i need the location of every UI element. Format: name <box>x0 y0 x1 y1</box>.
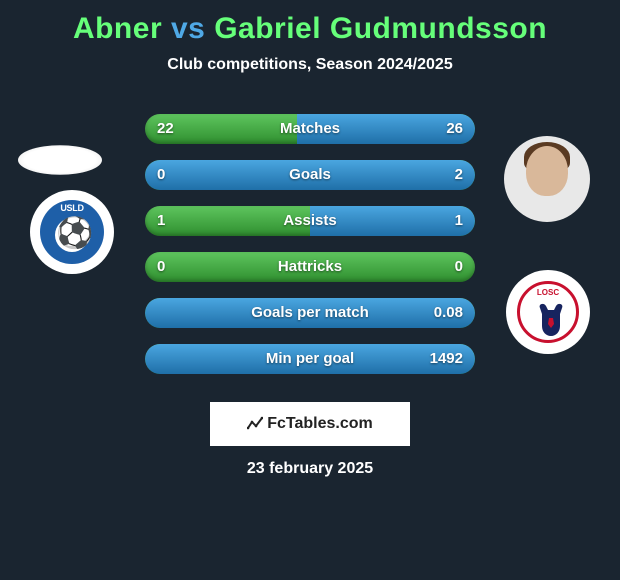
stat-row: Goals per match0.08 <box>145 298 475 328</box>
comparison-subtitle: Club competitions, Season 2024/2025 <box>0 56 620 74</box>
stat-right-value: 2 <box>455 160 463 190</box>
stat-right-value: 0.08 <box>434 298 463 328</box>
stat-label: Matches <box>145 114 475 144</box>
stat-label: Assists <box>145 206 475 236</box>
stat-row: Min per goal1492 <box>145 344 475 374</box>
stat-label: Goals per match <box>145 298 475 328</box>
stats-rows: Matches2226Goals02Assists11Hattricks00Go… <box>0 114 620 394</box>
stat-row: Goals0 2 <box>145 160 475 190</box>
stat-label: Goals <box>145 160 475 190</box>
stat-left-value: 22 <box>157 114 174 144</box>
stat-right-value: 26 <box>446 114 463 144</box>
stat-right-value: 1 <box>455 206 463 236</box>
stat-row: Assists1 1 <box>145 206 475 236</box>
title-player1: Abner <box>73 12 162 45</box>
fctables-logo-icon <box>247 416 263 432</box>
stat-row: Hattricks0 0 <box>145 252 475 282</box>
stat-right-value: 1492 <box>430 344 463 374</box>
stat-left-value: 0 <box>157 252 165 282</box>
stat-left-value: 1 <box>157 206 165 236</box>
title-player2: Gabriel Gudmundsson <box>214 12 547 45</box>
branding-text: FcTables.com <box>267 415 373 433</box>
comparison-title: Abner vs Gabriel Gudmundsson <box>0 0 620 46</box>
stat-row: Matches22 26 <box>145 114 475 144</box>
stat-right-value: 0 <box>455 252 463 282</box>
stat-label: Hattricks <box>145 252 475 282</box>
title-vs: vs <box>171 12 205 45</box>
branding-bar: FcTables.com <box>210 402 410 446</box>
stat-label: Min per goal <box>145 344 475 374</box>
stat-left-value: 0 <box>157 160 165 190</box>
snapshot-date: 23 february 2025 <box>0 460 620 478</box>
